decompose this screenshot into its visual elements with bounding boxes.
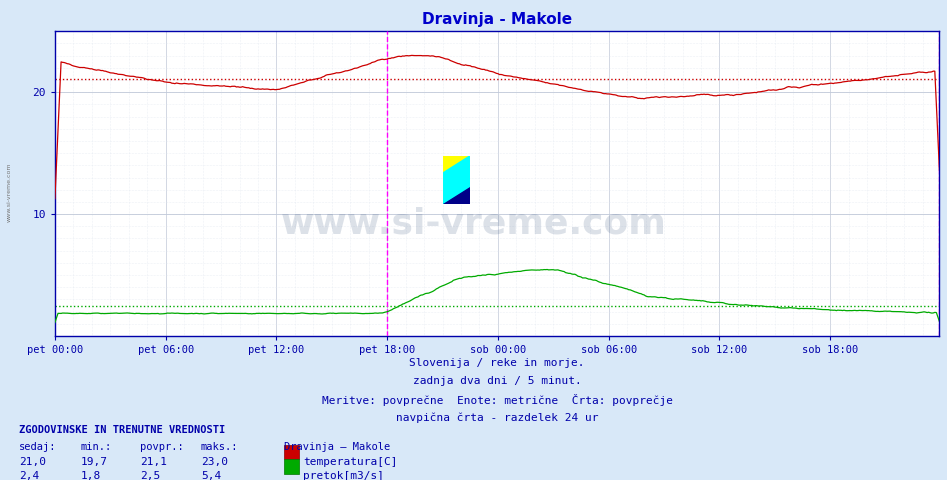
Text: www.si-vreme.com: www.si-vreme.com (7, 162, 12, 222)
Text: Slovenija / reke in morje.: Slovenija / reke in morje. (409, 358, 585, 368)
Text: maks.:: maks.: (201, 442, 239, 452)
Text: 19,7: 19,7 (80, 457, 108, 467)
Text: 23,0: 23,0 (201, 457, 228, 467)
Polygon shape (443, 187, 470, 204)
Text: Meritve: povprečne  Enote: metrične  Črta: povprečje: Meritve: povprečne Enote: metrične Črta:… (322, 394, 672, 406)
Text: povpr.:: povpr.: (140, 442, 184, 452)
Text: sedaj:: sedaj: (19, 442, 57, 452)
Text: www.si-vreme.com: www.si-vreme.com (280, 206, 667, 240)
Text: ZGODOVINSKE IN TRENUTNE VREDNOSTI: ZGODOVINSKE IN TRENUTNE VREDNOSTI (19, 425, 225, 435)
Text: 2,5: 2,5 (140, 471, 160, 480)
Text: Dravinja – Makole: Dravinja – Makole (284, 442, 390, 452)
Text: min.:: min.: (80, 442, 112, 452)
Text: zadnja dva dni / 5 minut.: zadnja dva dni / 5 minut. (413, 376, 581, 386)
Text: 1,8: 1,8 (80, 471, 100, 480)
Text: 5,4: 5,4 (201, 471, 221, 480)
Polygon shape (443, 156, 470, 204)
Text: pretok[m3/s]: pretok[m3/s] (303, 471, 384, 480)
Text: 21,1: 21,1 (140, 457, 168, 467)
Text: 21,0: 21,0 (19, 457, 46, 467)
Text: temperatura[C]: temperatura[C] (303, 457, 398, 467)
Text: 2,4: 2,4 (19, 471, 39, 480)
Title: Dravinja - Makole: Dravinja - Makole (422, 12, 572, 27)
Text: navpična črta - razdelek 24 ur: navpična črta - razdelek 24 ur (396, 412, 599, 423)
Polygon shape (443, 156, 470, 204)
